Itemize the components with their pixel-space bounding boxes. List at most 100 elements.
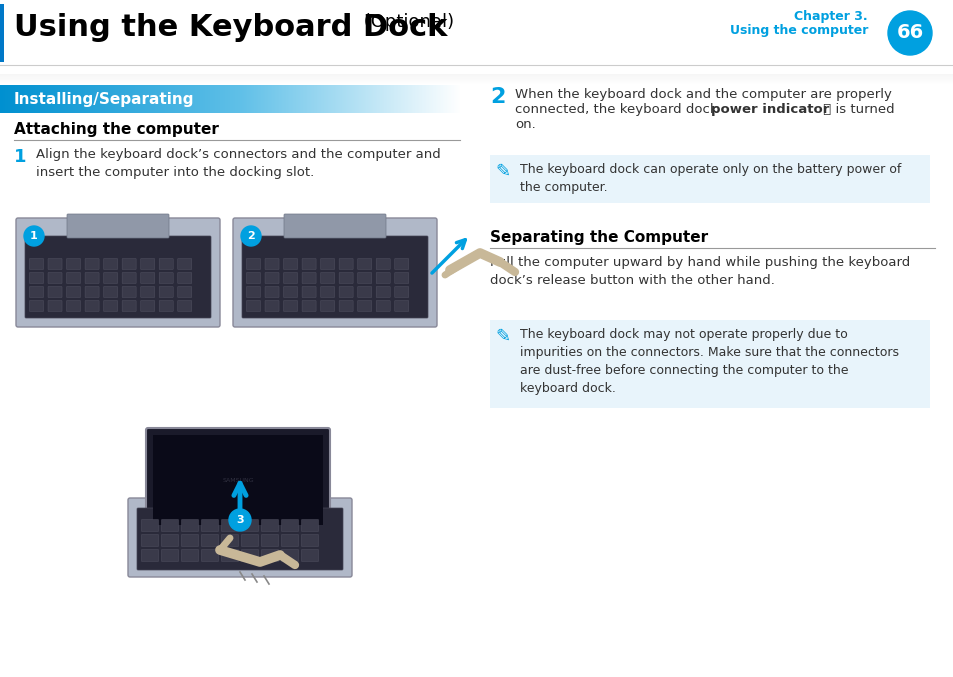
FancyBboxPatch shape: [177, 273, 192, 284]
FancyBboxPatch shape: [30, 301, 44, 311]
Circle shape: [24, 226, 44, 246]
FancyBboxPatch shape: [241, 535, 258, 546]
FancyBboxPatch shape: [357, 286, 372, 297]
FancyBboxPatch shape: [85, 301, 99, 311]
FancyBboxPatch shape: [152, 435, 323, 525]
FancyBboxPatch shape: [181, 519, 198, 531]
FancyBboxPatch shape: [159, 301, 173, 311]
FancyBboxPatch shape: [48, 286, 62, 297]
FancyBboxPatch shape: [85, 273, 99, 284]
FancyBboxPatch shape: [320, 301, 335, 311]
Text: Using the Keyboard Dock: Using the Keyboard Dock: [14, 13, 447, 42]
FancyBboxPatch shape: [301, 519, 318, 531]
FancyBboxPatch shape: [177, 286, 192, 297]
Text: 2: 2: [490, 87, 505, 107]
FancyBboxPatch shape: [146, 428, 330, 532]
FancyBboxPatch shape: [181, 535, 198, 546]
FancyBboxPatch shape: [261, 519, 278, 531]
FancyBboxPatch shape: [122, 286, 136, 297]
FancyBboxPatch shape: [490, 320, 929, 408]
FancyBboxPatch shape: [265, 286, 278, 297]
FancyBboxPatch shape: [140, 286, 154, 297]
FancyBboxPatch shape: [0, 75, 953, 76]
Text: 1: 1: [14, 148, 27, 166]
FancyBboxPatch shape: [161, 550, 178, 561]
FancyBboxPatch shape: [177, 259, 192, 269]
FancyBboxPatch shape: [67, 286, 80, 297]
FancyBboxPatch shape: [302, 301, 315, 311]
FancyBboxPatch shape: [67, 259, 80, 269]
FancyBboxPatch shape: [357, 259, 372, 269]
FancyBboxPatch shape: [141, 550, 158, 561]
Text: (Optional): (Optional): [357, 13, 454, 31]
FancyBboxPatch shape: [0, 4, 4, 62]
FancyBboxPatch shape: [246, 301, 260, 311]
FancyBboxPatch shape: [375, 286, 390, 297]
FancyBboxPatch shape: [221, 535, 238, 546]
FancyBboxPatch shape: [241, 519, 258, 531]
FancyBboxPatch shape: [261, 550, 278, 561]
FancyBboxPatch shape: [0, 74, 953, 75]
Text: 1: 1: [30, 231, 38, 241]
Circle shape: [887, 11, 931, 55]
Text: Align the keyboard dock’s connectors and the computer and
insert the computer in: Align the keyboard dock’s connectors and…: [36, 148, 440, 179]
Text: Chapter 3.: Chapter 3.: [794, 10, 867, 23]
FancyBboxPatch shape: [159, 273, 173, 284]
FancyBboxPatch shape: [302, 286, 315, 297]
FancyBboxPatch shape: [67, 214, 169, 238]
FancyBboxPatch shape: [30, 286, 44, 297]
FancyBboxPatch shape: [338, 301, 353, 311]
FancyBboxPatch shape: [338, 273, 353, 284]
FancyBboxPatch shape: [0, 0, 953, 65]
Text: Installing/Separating: Installing/Separating: [14, 92, 194, 107]
FancyBboxPatch shape: [159, 259, 173, 269]
FancyBboxPatch shape: [122, 273, 136, 284]
Text: 2: 2: [247, 231, 254, 241]
FancyBboxPatch shape: [242, 236, 428, 318]
FancyBboxPatch shape: [137, 508, 343, 570]
FancyBboxPatch shape: [177, 301, 192, 311]
FancyBboxPatch shape: [357, 273, 372, 284]
Text: ⏻ is turned: ⏻ is turned: [818, 103, 894, 116]
FancyBboxPatch shape: [201, 519, 218, 531]
FancyBboxPatch shape: [246, 273, 260, 284]
FancyBboxPatch shape: [375, 259, 390, 269]
FancyBboxPatch shape: [122, 301, 136, 311]
FancyBboxPatch shape: [302, 273, 315, 284]
FancyBboxPatch shape: [320, 286, 335, 297]
Text: Pull the computer upward by hand while pushing the keyboard
dock’s release butto: Pull the computer upward by hand while p…: [490, 256, 909, 287]
FancyBboxPatch shape: [338, 286, 353, 297]
FancyBboxPatch shape: [283, 286, 297, 297]
FancyBboxPatch shape: [104, 273, 117, 284]
Text: The keyboard dock can operate only on the battery power of
the computer.: The keyboard dock can operate only on th…: [519, 163, 901, 194]
FancyBboxPatch shape: [221, 519, 238, 531]
FancyBboxPatch shape: [159, 286, 173, 297]
Text: When the keyboard dock and the computer are properly: When the keyboard dock and the computer …: [515, 88, 891, 101]
Text: The keyboard dock may not operate properly due to
impurities on the connectors. : The keyboard dock may not operate proper…: [519, 328, 898, 395]
Text: 66: 66: [896, 24, 923, 43]
FancyBboxPatch shape: [283, 301, 297, 311]
FancyBboxPatch shape: [320, 273, 335, 284]
FancyBboxPatch shape: [141, 519, 158, 531]
FancyBboxPatch shape: [233, 218, 436, 327]
FancyBboxPatch shape: [141, 535, 158, 546]
FancyBboxPatch shape: [265, 259, 278, 269]
FancyBboxPatch shape: [261, 535, 278, 546]
Circle shape: [229, 509, 251, 531]
FancyBboxPatch shape: [395, 273, 408, 284]
FancyBboxPatch shape: [281, 519, 298, 531]
FancyBboxPatch shape: [16, 218, 220, 327]
Circle shape: [241, 226, 261, 246]
FancyBboxPatch shape: [25, 236, 211, 318]
FancyBboxPatch shape: [104, 286, 117, 297]
FancyBboxPatch shape: [265, 301, 278, 311]
FancyBboxPatch shape: [0, 76, 953, 77]
FancyBboxPatch shape: [104, 259, 117, 269]
FancyBboxPatch shape: [246, 286, 260, 297]
Text: ✎: ✎: [495, 328, 510, 346]
FancyBboxPatch shape: [375, 273, 390, 284]
Text: Using the computer: Using the computer: [729, 24, 867, 37]
Text: SAMSUNG: SAMSUNG: [222, 477, 253, 483]
FancyBboxPatch shape: [301, 550, 318, 561]
FancyBboxPatch shape: [246, 259, 260, 269]
